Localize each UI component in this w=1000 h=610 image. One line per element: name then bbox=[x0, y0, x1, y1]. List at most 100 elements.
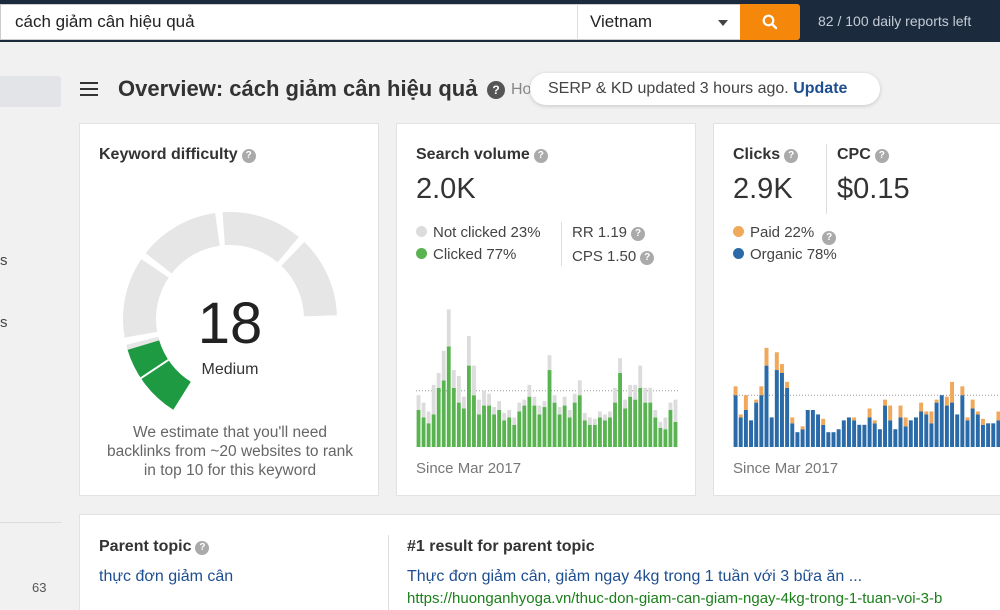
top-result-url[interactable]: https://huonganhyoga.vn/thuc-don-giam-ca… bbox=[407, 590, 943, 607]
chart-bar-paid bbox=[759, 386, 764, 396]
chart-bar-not-clicked bbox=[587, 417, 592, 425]
chart-bar-paid bbox=[996, 411, 1000, 421]
country-select-value: Vietnam bbox=[590, 12, 653, 31]
legend-organic: Organic 78% bbox=[733, 246, 837, 263]
sidebar-count: 63 bbox=[32, 580, 47, 595]
sidebar-item-label[interactable]: s bbox=[0, 252, 8, 269]
gauge-fill bbox=[127, 340, 191, 410]
chart-bar-organic bbox=[991, 423, 996, 447]
kd-title-text: Keyword difficulty bbox=[99, 146, 238, 163]
chart-bar-paid bbox=[733, 386, 738, 396]
legend-label: Not clicked 23% bbox=[433, 224, 541, 241]
help-icon[interactable]: ? bbox=[631, 227, 646, 241]
chart-bar-clicked bbox=[517, 411, 522, 447]
chart-bar-organic bbox=[908, 420, 913, 447]
chart-bar-clicked bbox=[603, 420, 607, 447]
country-select[interactable]: Vietnam bbox=[577, 4, 741, 40]
chart-bar-clicked bbox=[628, 396, 633, 447]
rr-value: RR 1.19 bbox=[572, 224, 628, 241]
help-icon[interactable]: ? bbox=[487, 81, 505, 99]
chart-bar-clicked bbox=[673, 421, 678, 447]
help-icon[interactable]: ? bbox=[822, 231, 837, 245]
cpc-value: $0.15 bbox=[837, 173, 910, 205]
chart-bar-organic bbox=[877, 429, 882, 447]
chart-bar-clicked bbox=[451, 387, 456, 447]
search-input[interactable]: cách giảm cân hiệu quả bbox=[0, 4, 578, 40]
chart-bar-paid bbox=[852, 417, 857, 421]
chart-bar-not-clicked bbox=[582, 412, 587, 421]
help-icon[interactable]: ? bbox=[784, 149, 799, 163]
chart-bar-not-clicked bbox=[653, 410, 658, 418]
chart-bar-paid bbox=[960, 386, 965, 396]
search-button[interactable] bbox=[740, 4, 800, 40]
chart-bar-paid bbox=[764, 347, 769, 366]
chart-bar-not-clicked bbox=[557, 407, 562, 415]
help-icon[interactable]: ? bbox=[241, 149, 256, 163]
chart-bar-organic bbox=[903, 426, 908, 447]
chart-bar-not-clicked bbox=[562, 396, 567, 406]
chart-bar-paid bbox=[883, 399, 888, 406]
chart-bar-not-clicked bbox=[613, 387, 617, 403]
chart-bar-clicked bbox=[461, 408, 466, 447]
legend-dot bbox=[733, 248, 744, 259]
chart-bar-not-clicked bbox=[497, 401, 502, 410]
parent-topic-link[interactable]: thực đơn giảm cân bbox=[99, 568, 234, 585]
chart-bar-organic bbox=[986, 423, 991, 447]
chart-bar-not-clicked bbox=[451, 370, 456, 388]
sidebar-item-active[interactable] bbox=[0, 76, 61, 107]
chart-bar-organic bbox=[944, 405, 949, 447]
chart-bar-clicked bbox=[557, 414, 562, 447]
page-title: Overview: cách giảm cân hiệu quả bbox=[118, 76, 478, 101]
chart-bar-not-clicked bbox=[487, 393, 491, 406]
volume-chart bbox=[416, 309, 678, 447]
chart-bar-clicked bbox=[532, 405, 537, 447]
chart-bar-organic bbox=[749, 420, 754, 447]
update-link[interactable]: Update bbox=[793, 80, 848, 97]
chart-bar-organic bbox=[950, 402, 955, 447]
sidebar-item-label[interactable]: s bbox=[0, 314, 8, 331]
top-result-link[interactable]: Thực đơn giảm cân, giảm ngay 4kg trong 1… bbox=[407, 568, 863, 585]
kd-description: We estimate that you'll need backlinks f… bbox=[107, 424, 353, 479]
chart-bar-clicked bbox=[497, 410, 502, 447]
help-icon[interactable]: ? bbox=[195, 541, 210, 555]
chart-bar-not-clicked bbox=[537, 405, 542, 415]
chart-bar-organic bbox=[970, 408, 975, 447]
chart-bar-organic bbox=[774, 370, 779, 447]
clicks-chart bbox=[733, 347, 1000, 447]
chart-bar-organic bbox=[924, 414, 929, 447]
chart-bar-clicked bbox=[577, 395, 582, 447]
chart-bar-paid bbox=[872, 420, 877, 424]
help-icon[interactable]: ? bbox=[874, 149, 889, 163]
help-icon[interactable]: ? bbox=[640, 251, 655, 265]
chart-bar-clicked bbox=[502, 420, 507, 447]
cps-metric: CPS 1.50? bbox=[572, 248, 655, 265]
rr-metric: RR 1.19? bbox=[572, 224, 646, 241]
how-link[interactable]: Ho bbox=[511, 81, 532, 98]
help-icon[interactable]: ? bbox=[533, 149, 548, 163]
chart-bar-not-clicked bbox=[446, 309, 451, 347]
chart-bar-clicked bbox=[663, 429, 668, 447]
chart-bar-not-clicked bbox=[517, 402, 522, 412]
top-result-title: #1 result for parent topic bbox=[407, 538, 595, 555]
chart-bar-organic bbox=[738, 417, 743, 447]
kd-card: Keyword difficulty? 18 Medium We estimat… bbox=[79, 123, 379, 496]
chart-bar-paid bbox=[785, 381, 790, 388]
chart-bar-clicked bbox=[436, 387, 441, 447]
clicks-since: Since Mar 2017 bbox=[733, 460, 839, 477]
chart-bar-organic bbox=[898, 417, 903, 447]
chart-bar-not-clicked bbox=[477, 399, 481, 415]
chart-bar-paid bbox=[821, 418, 826, 425]
chart-bar-clicked bbox=[492, 414, 497, 447]
chart-bar-not-clicked bbox=[472, 365, 476, 396]
sidebar: s s 63 bbox=[0, 42, 62, 610]
reports-left-text: 82 / 100 daily reports left bbox=[818, 13, 972, 29]
chart-bar-not-clicked bbox=[633, 384, 638, 400]
chart-bar-organic bbox=[790, 423, 795, 447]
chart-bar-paid bbox=[975, 411, 980, 415]
chart-bar-clicked bbox=[567, 417, 572, 447]
chart-bar-paid bbox=[929, 411, 934, 424]
chart-bar-clicked bbox=[527, 396, 532, 447]
chart-bar-paid bbox=[754, 399, 759, 403]
menu-icon[interactable] bbox=[80, 82, 98, 96]
chart-bar-organic bbox=[867, 417, 872, 447]
